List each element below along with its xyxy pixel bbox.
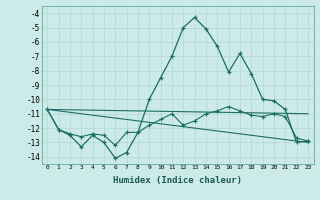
X-axis label: Humidex (Indice chaleur): Humidex (Indice chaleur) — [113, 176, 242, 185]
